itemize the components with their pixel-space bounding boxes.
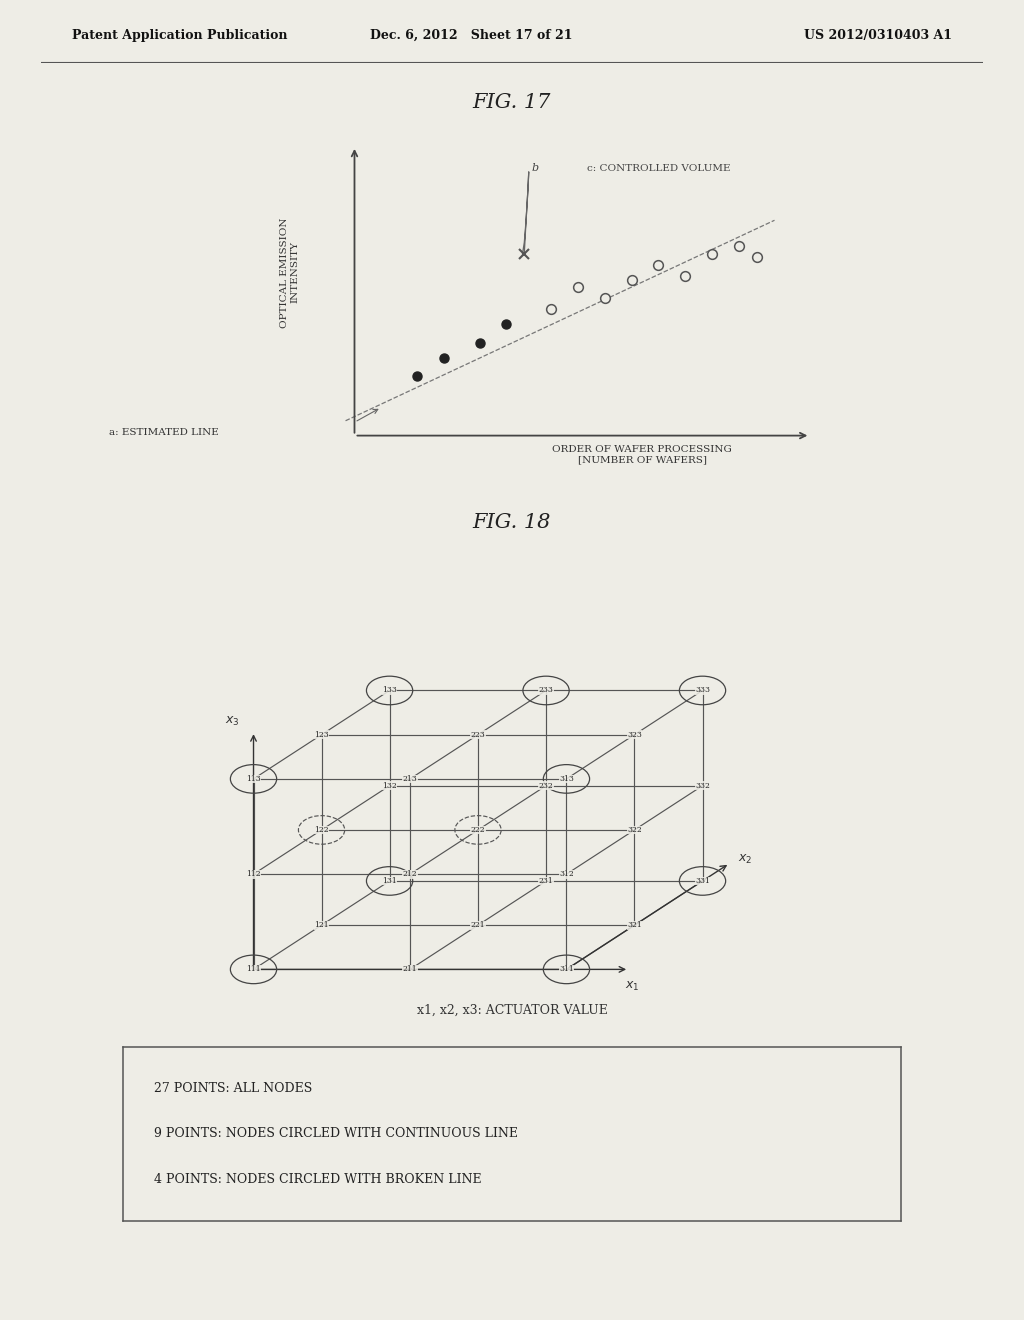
Text: 113: 113 — [246, 775, 261, 783]
Text: 232: 232 — [539, 781, 553, 789]
Text: 111: 111 — [246, 965, 261, 973]
Text: 223: 223 — [471, 731, 485, 739]
Text: 221: 221 — [471, 921, 485, 929]
Text: 133: 133 — [382, 686, 397, 694]
Text: 211: 211 — [402, 965, 418, 973]
Text: 312: 312 — [559, 870, 573, 878]
Text: 121: 121 — [314, 921, 329, 929]
Text: c: CONTROLLED VOLUME: c: CONTROLLED VOLUME — [587, 164, 730, 173]
Text: 321: 321 — [627, 921, 642, 929]
Text: 132: 132 — [382, 781, 397, 789]
Text: $x_3$: $x_3$ — [225, 714, 240, 727]
Text: 112: 112 — [246, 870, 261, 878]
Text: US 2012/0310403 A1: US 2012/0310403 A1 — [804, 29, 952, 42]
Text: Patent Application Publication: Patent Application Publication — [72, 29, 287, 42]
Text: $x_1$: $x_1$ — [626, 979, 640, 993]
Text: ORDER OF WAFER PROCESSING
[NUMBER OF WAFERS]: ORDER OF WAFER PROCESSING [NUMBER OF WAF… — [552, 445, 732, 465]
Text: 332: 332 — [695, 781, 710, 789]
Text: 123: 123 — [314, 731, 329, 739]
Text: 9 POINTS: NODES CIRCLED WITH CONTINUOUS LINE: 9 POINTS: NODES CIRCLED WITH CONTINUOUS … — [154, 1127, 518, 1140]
Text: 323: 323 — [627, 731, 642, 739]
Text: 212: 212 — [402, 870, 418, 878]
Text: b: b — [531, 164, 539, 173]
Text: 4 POINTS: NODES CIRCLED WITH BROKEN LINE: 4 POINTS: NODES CIRCLED WITH BROKEN LINE — [154, 1172, 481, 1185]
Text: 122: 122 — [314, 826, 329, 834]
Text: 333: 333 — [695, 686, 710, 694]
Text: 27 POINTS: ALL NODES: 27 POINTS: ALL NODES — [154, 1082, 312, 1096]
Text: 331: 331 — [695, 876, 710, 884]
Text: 222: 222 — [471, 826, 485, 834]
Text: 322: 322 — [627, 826, 642, 834]
Text: a: ESTIMATED LINE: a: ESTIMATED LINE — [109, 428, 219, 437]
Text: 231: 231 — [539, 876, 553, 884]
Text: 311: 311 — [559, 965, 573, 973]
Text: $x_2$: $x_2$ — [738, 853, 753, 866]
Text: x1, x2, x3: ACTUATOR VALUE: x1, x2, x3: ACTUATOR VALUE — [417, 1005, 607, 1016]
Text: 213: 213 — [402, 775, 418, 783]
Text: 233: 233 — [539, 686, 554, 694]
Text: OPTICAL EMISSION
INTENSITY: OPTICAL EMISSION INTENSITY — [280, 216, 299, 327]
Text: Dec. 6, 2012   Sheet 17 of 21: Dec. 6, 2012 Sheet 17 of 21 — [370, 29, 572, 42]
Text: FIG. 18: FIG. 18 — [473, 513, 551, 532]
Text: 313: 313 — [559, 775, 573, 783]
Text: 131: 131 — [382, 876, 397, 884]
Text: FIG. 17: FIG. 17 — [473, 92, 551, 112]
